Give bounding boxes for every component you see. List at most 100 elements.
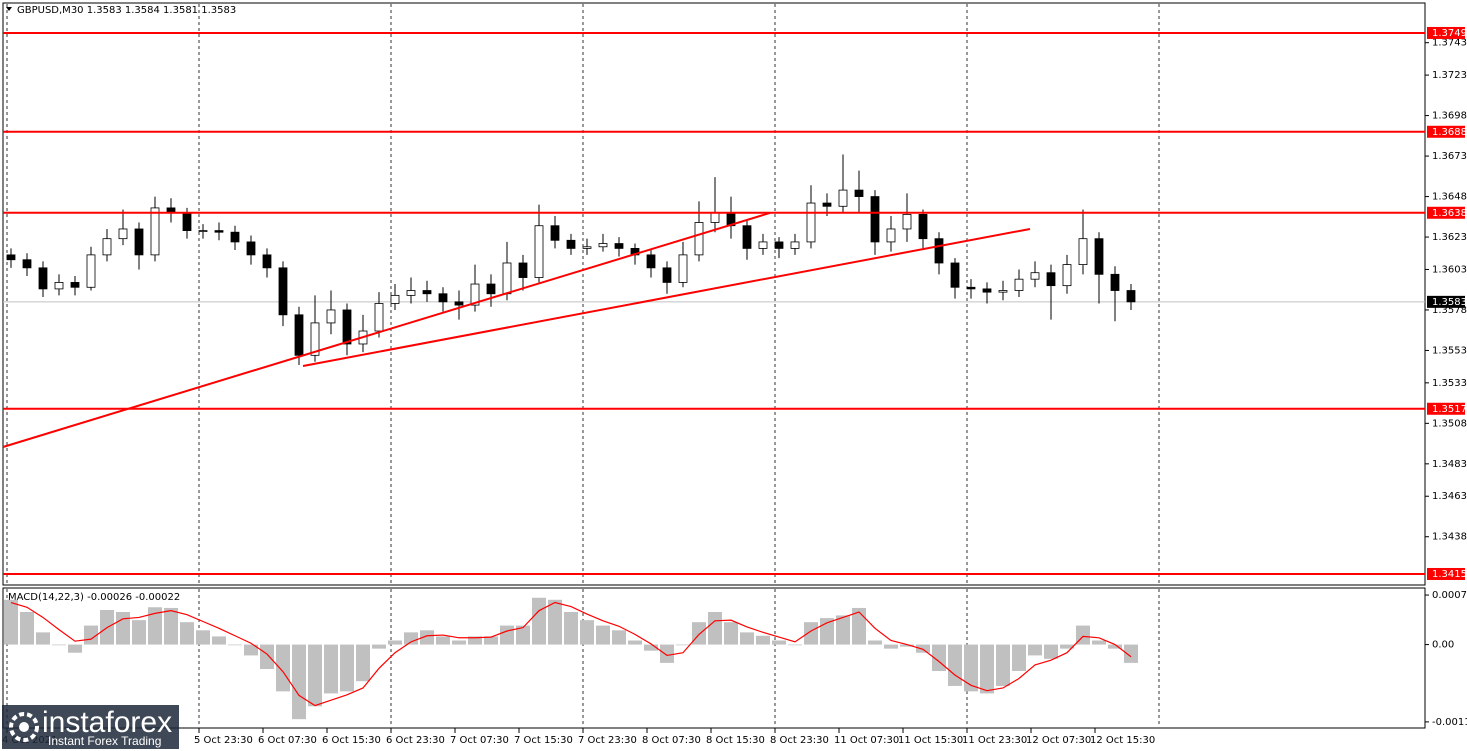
candle-body — [838, 189, 848, 207]
macd-bar — [692, 622, 706, 645]
level-tag — [1427, 206, 1465, 219]
macd-bar — [436, 636, 450, 645]
candle-body — [518, 262, 528, 278]
price-label: 1.3583 — [1432, 297, 1467, 308]
macd-bar — [708, 612, 722, 645]
candle-body — [1094, 238, 1104, 275]
candle-body — [1078, 238, 1088, 266]
macd-bar — [500, 625, 514, 645]
macd-bar — [948, 644, 962, 686]
macd-bar — [260, 644, 274, 669]
macd-bar — [244, 644, 258, 656]
macd-bar — [228, 644, 242, 646]
macd-bar — [1060, 644, 1074, 649]
candle-body — [134, 228, 144, 256]
level-label: 1.3638 — [1432, 208, 1467, 219]
y-tick-label: 1.3623 — [1432, 232, 1467, 243]
y-tick-label: 1.3508 — [1432, 418, 1467, 429]
x-tick-label: 11 Oct 15:30 — [898, 735, 963, 746]
candle-body — [86, 254, 96, 288]
candle-body — [1030, 272, 1040, 280]
macd-bar — [372, 644, 386, 649]
macd-bar — [980, 644, 994, 694]
macd-bar — [868, 640, 882, 645]
candle-body — [70, 282, 80, 288]
x-tick-label: 6 Oct 07:30 — [258, 735, 317, 746]
macd-bar — [1092, 640, 1106, 645]
candle-body — [678, 254, 688, 283]
x-tick-label: 7 Oct 15:30 — [514, 735, 573, 746]
macd-bar — [660, 644, 674, 663]
macd-bar — [852, 607, 866, 645]
macd-bar — [1028, 644, 1042, 656]
candle-body — [406, 290, 416, 296]
y-tick-label: 1.3743 — [1432, 38, 1467, 49]
macd-bar — [292, 644, 306, 720]
candle-body — [934, 238, 944, 264]
macd-bar — [1108, 644, 1122, 649]
candle-body — [1014, 278, 1024, 291]
macd-bar — [212, 636, 226, 645]
candle-body — [38, 267, 48, 290]
macd-bar — [996, 644, 1010, 686]
macd-bar — [164, 607, 178, 645]
y-tick-label: 1.3723 — [1432, 70, 1467, 81]
macd-bar — [788, 644, 802, 646]
level-tag — [1427, 402, 1465, 415]
level-label: 1.3749 — [1432, 28, 1467, 39]
candle-body — [646, 254, 656, 269]
macd-bar — [836, 615, 850, 645]
y-tick-label: 1.3603 — [1432, 264, 1467, 275]
candle-body — [54, 282, 64, 290]
macd-bar — [52, 644, 66, 646]
macd-bar — [580, 620, 594, 645]
candle-body — [486, 283, 496, 295]
watermark-logo-core — [19, 722, 29, 732]
candle-body — [118, 228, 128, 240]
macd-bar — [484, 636, 498, 645]
candle-body — [982, 288, 992, 293]
x-tick-label: 12 Oct 15:30 — [1090, 735, 1155, 746]
macd-bar — [900, 644, 914, 647]
macd-bar — [1124, 644, 1138, 663]
candle-body — [582, 246, 592, 249]
level-tag — [1427, 567, 1465, 580]
trend-line — [302, 227, 1031, 367]
candle-body — [918, 213, 928, 240]
macd-bar — [324, 644, 338, 694]
macd-bar — [452, 640, 466, 645]
watermark-logo — [9, 712, 39, 742]
macd-bar — [420, 630, 434, 645]
x-tick-label: 8 Oct 07:30 — [642, 735, 701, 746]
watermark-brand: instaforex — [42, 706, 172, 739]
macd-bar — [20, 612, 34, 645]
macd-bar — [532, 597, 546, 645]
macd-bar — [804, 622, 818, 645]
x-tick-label: 11 Oct 23:30 — [962, 735, 1027, 746]
macd-bar — [724, 622, 738, 645]
candle-body — [534, 225, 544, 278]
y-tick-label: 1.3673 — [1432, 151, 1467, 162]
x-tick-label: 6 Oct 23:30 — [386, 735, 445, 746]
macd-bar — [644, 644, 658, 651]
candle-body — [502, 262, 512, 295]
y-tick-label: 1.3438 — [1432, 532, 1467, 543]
candle-body — [742, 225, 752, 249]
candle-body — [1110, 273, 1120, 291]
macd-bar — [964, 644, 978, 692]
candle-body — [438, 293, 448, 303]
x-tick-label: 11 Oct 07:30 — [834, 735, 899, 746]
y-tick-label: -0.00114 — [1432, 717, 1467, 728]
x-tick-label: 8 Oct 23:30 — [770, 735, 829, 746]
price-tag — [1427, 295, 1465, 308]
y-tick-label: 1.3483 — [1432, 459, 1467, 470]
candle-body — [694, 222, 704, 256]
macd-bar — [596, 625, 610, 645]
candle-body — [870, 196, 880, 243]
candle-body — [710, 212, 720, 223]
x-tick-label: 6 Oct 15:30 — [322, 735, 381, 746]
candle-body — [342, 309, 352, 345]
macd-bar — [756, 635, 770, 645]
macd-bar — [564, 612, 578, 645]
macd-bar — [148, 607, 162, 645]
